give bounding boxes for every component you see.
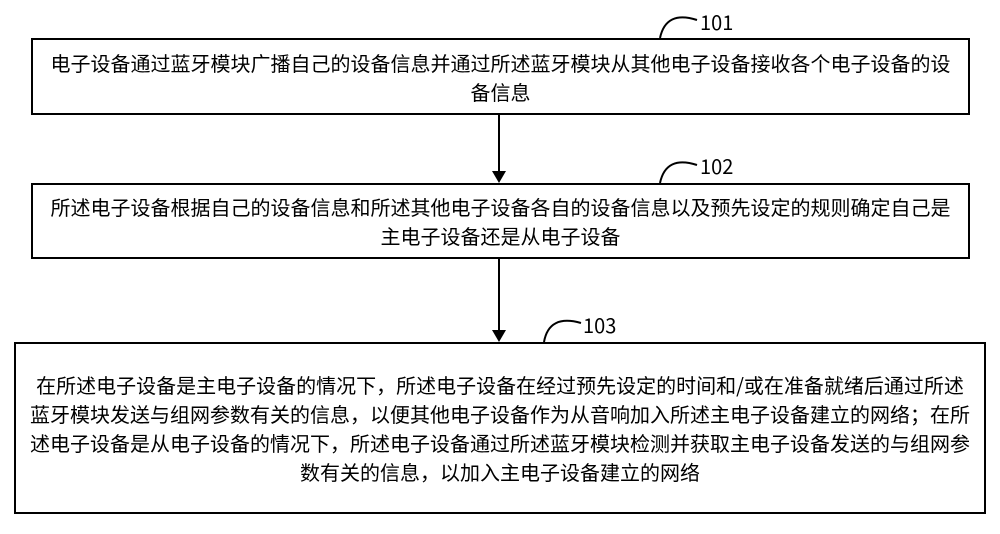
flow-step-103-text: 在所述电子设备是主电子设备的情况下，所述电子设备在经过预先设定的时间和/或在准备… bbox=[30, 370, 970, 486]
step-number-103: 103 bbox=[583, 310, 616, 339]
flow-step-102: 所述电子设备根据自己的设备信息和所述其他电子设备各自的设备信息以及预先设定的规则… bbox=[31, 183, 970, 259]
callout-curve-101 bbox=[656, 6, 701, 42]
arrowhead-101-to-102 bbox=[492, 171, 506, 183]
connector-102-to-103 bbox=[498, 259, 500, 330]
arrowhead-102-to-103 bbox=[492, 330, 506, 342]
step-number-102: 102 bbox=[700, 151, 733, 180]
flowchart-canvas: 电子设备通过蓝牙模块广播自己的设备信息并通过所述蓝牙模块从其他电子设备接收各个电… bbox=[0, 0, 1000, 534]
flow-step-102-text: 所述电子设备根据自己的设备信息和所述其他电子设备各自的设备信息以及预先设定的规则… bbox=[47, 192, 954, 250]
connector-101-to-102 bbox=[498, 115, 500, 171]
flow-step-101-text: 电子设备通过蓝牙模块广播自己的设备信息并通过所述蓝牙模块从其他电子设备接收各个电… bbox=[47, 48, 954, 106]
flow-step-101: 电子设备通过蓝牙模块广播自己的设备信息并通过所述蓝牙模块从其他电子设备接收各个电… bbox=[31, 38, 970, 115]
flow-step-103: 在所述电子设备是主电子设备的情况下，所述电子设备在经过预先设定的时间和/或在准备… bbox=[14, 342, 986, 514]
callout-curve-103 bbox=[540, 310, 585, 346]
callout-curve-102 bbox=[656, 151, 701, 187]
step-number-101: 101 bbox=[700, 7, 733, 36]
